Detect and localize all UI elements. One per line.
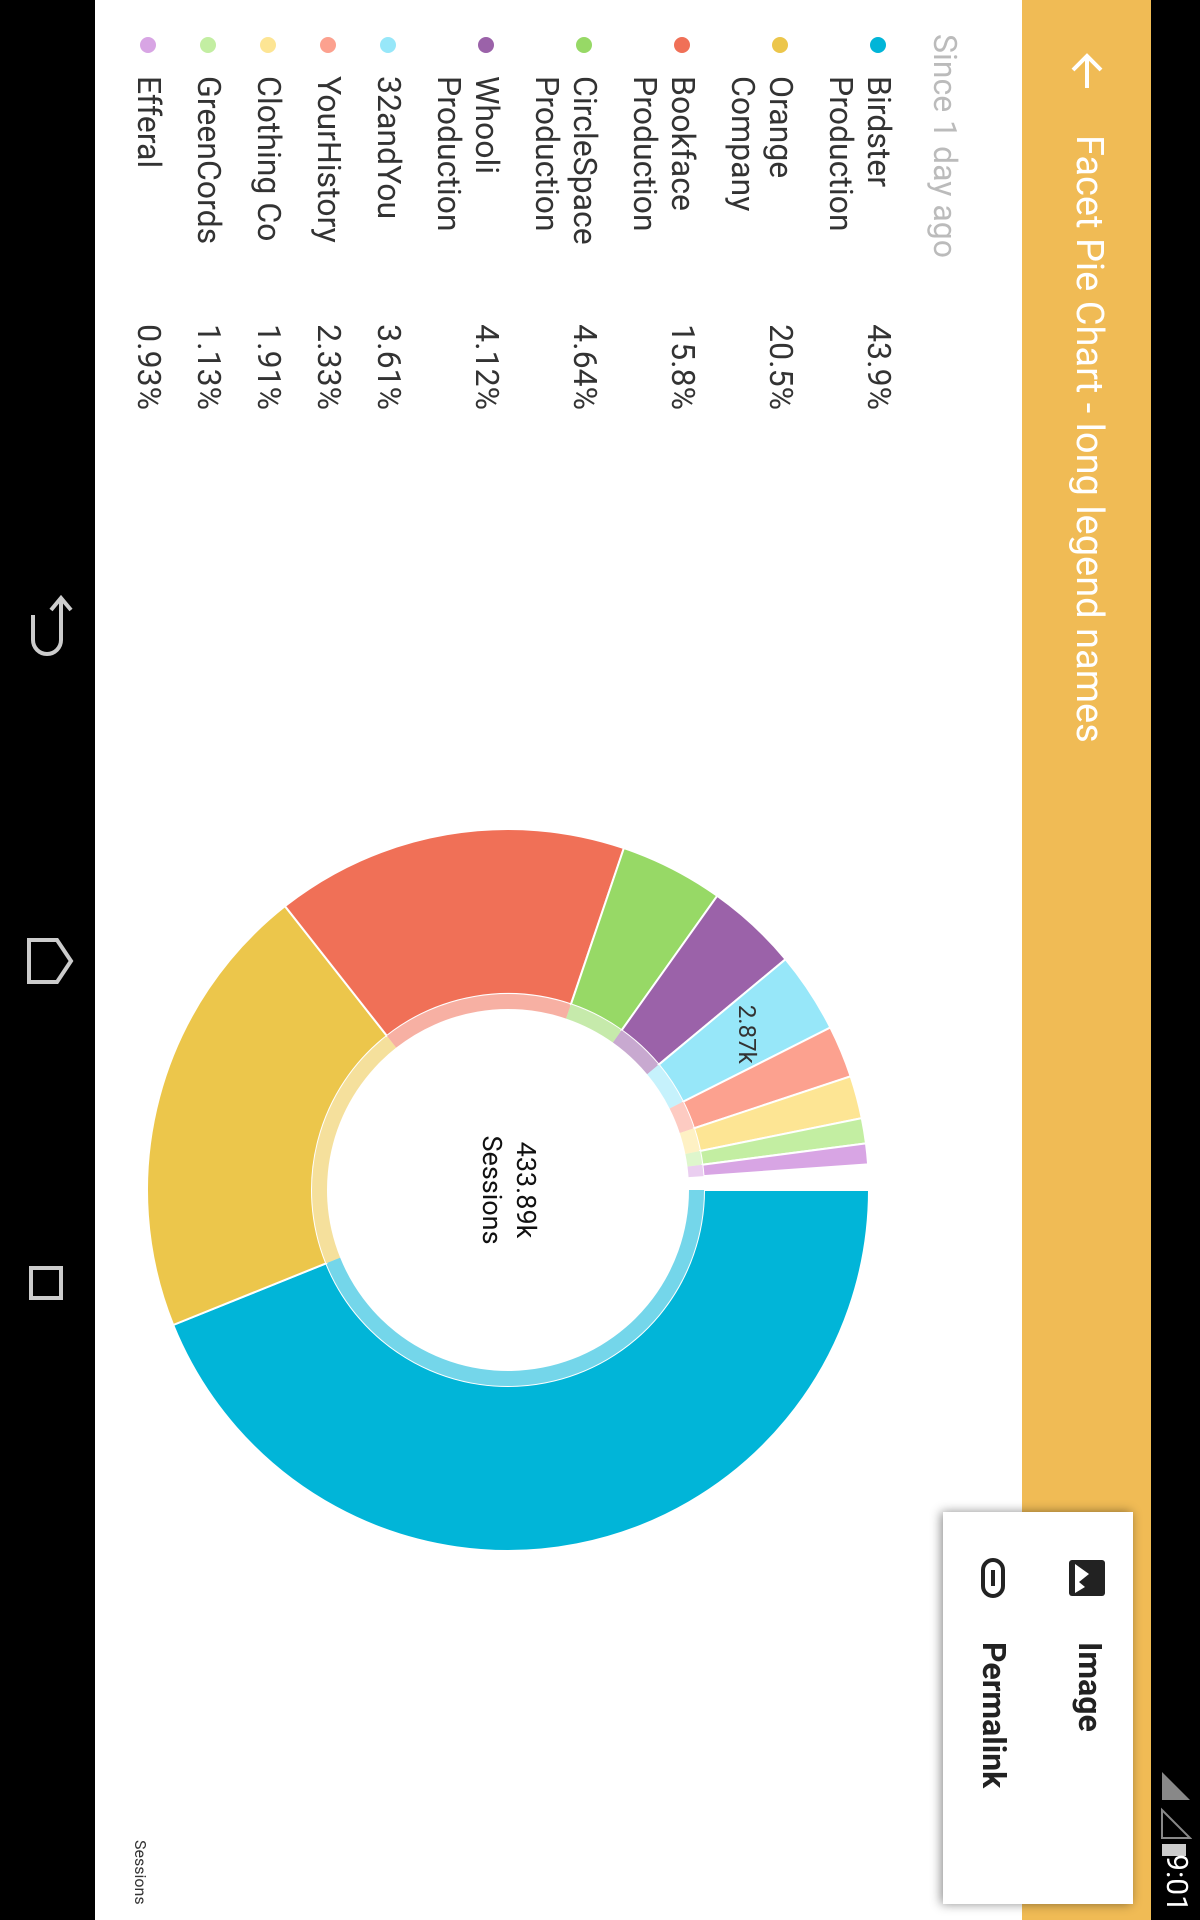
nav-icons (27, 594, 74, 1300)
inner-ring (647, 1064, 684, 1109)
legend-dot (576, 37, 592, 53)
legend-value: 1.13% (190, 324, 228, 410)
image-icon (1069, 1560, 1105, 1596)
inner-ring (312, 1035, 397, 1264)
inner-ring (685, 1150, 703, 1167)
menu-item[interactable]: Permalink (975, 1642, 1013, 1789)
legend-name: Orange Company (724, 76, 800, 212)
legend-value: 15.8% (664, 324, 702, 410)
inner-ring (687, 1164, 704, 1178)
legend-value: 3.61% (370, 324, 408, 410)
legend-item: 32andYou 3.61% (370, 0, 408, 420)
inner-ring (669, 1101, 695, 1133)
inner-ring (612, 1030, 659, 1075)
legend-item: YourHistory 2.33% (310, 0, 348, 420)
footer-label: Sessions (131, 1840, 150, 1905)
legend-name: GreenCords (190, 76, 228, 245)
legend-dot (260, 37, 276, 53)
legend-dot (870, 37, 886, 53)
legend-dot (478, 37, 494, 53)
center-value: 433.89k (510, 1142, 542, 1239)
nav-bar (0, 0, 95, 1920)
legend-dot (674, 37, 690, 53)
legend-dot (140, 37, 156, 53)
link-icon (981, 1558, 1005, 1598)
legend-name: Whooli Production (430, 76, 506, 232)
center-label: Sessions (476, 1135, 508, 1244)
legend-item: Whooli Production 4.12% (430, 0, 506, 420)
legend-item: Clothing Co 1.91% (250, 0, 288, 420)
legend-dot (772, 37, 788, 53)
legend-value: 4.64% (566, 324, 604, 410)
legend-dot (380, 37, 396, 53)
legend-value: 20.5% (762, 324, 800, 410)
legend-name: Efferal (130, 76, 168, 169)
legend-dot (320, 37, 336, 53)
menu-item[interactable]: Image (1071, 1642, 1109, 1732)
legend-item: Orange Company 20.5% (724, 0, 800, 420)
inner-ring (566, 1004, 622, 1043)
legend-name: Clothing Co (250, 76, 288, 242)
legend-item: GreenCords 1.13% (190, 0, 228, 420)
legend-value: 43.9% (860, 324, 898, 410)
legend-name: CircleSpace Production (528, 76, 604, 245)
subtitle: Since 1 day ago (926, 34, 964, 258)
legend-name: YourHistory (310, 76, 348, 243)
legend-value: 2.33% (310, 324, 348, 410)
legend-item: Bookface Production 15.8% (626, 0, 702, 420)
legend-name: Birdster Production (822, 76, 898, 232)
legend-name: Bookface Production (626, 76, 702, 232)
nav-home[interactable] (27, 938, 74, 984)
legend-dot (200, 37, 216, 53)
legend-value: 0.93% (130, 324, 168, 410)
nav-back[interactable] (31, 594, 73, 656)
status-icons (1161, 1772, 1192, 1856)
legend-item: CircleSpace Production 4.64% (528, 0, 604, 420)
legend: Birdster Production 43.9% Orange Company 20… (108, 0, 898, 420)
status-bar: 9:01 (1151, 0, 1200, 1920)
app-bar: Facet Pie Chart - long legend names (1022, 0, 1151, 1920)
legend-name: 32andYou (370, 76, 408, 220)
legend-value: 1.91% (250, 324, 288, 410)
slice-label: 2.87k (733, 1005, 761, 1065)
inner-ring (679, 1128, 701, 1154)
legend-item: Efferal 0.93% (130, 0, 168, 420)
back-button[interactable] (1067, 52, 1107, 92)
legend-item: Birdster Production 43.9% (822, 0, 898, 420)
legend-value: 4.12% (468, 324, 506, 410)
inner-ring (386, 994, 571, 1048)
nav-recent[interactable] (29, 1266, 63, 1300)
popup-menu: Image Permalink (943, 1512, 1133, 1904)
